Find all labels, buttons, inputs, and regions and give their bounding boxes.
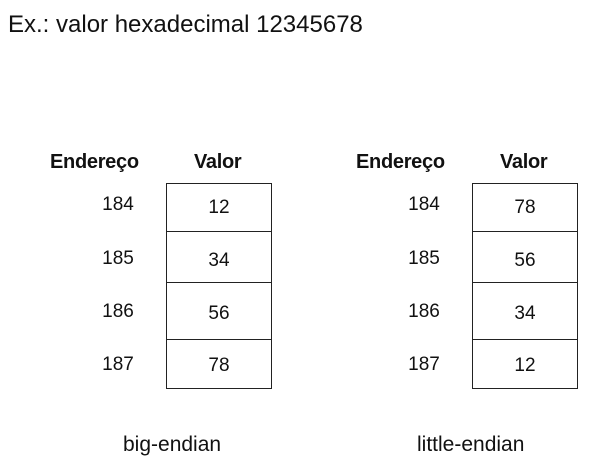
value-cell: 56 [514, 250, 536, 271]
address-cell: 184 [102, 194, 134, 215]
little-endian-caption: little-endian [417, 433, 525, 456]
value-cell: 56 [208, 303, 230, 324]
row-divider [473, 282, 577, 283]
value-cell: 78 [514, 197, 536, 218]
address-cell: 185 [102, 248, 134, 269]
value-cell: 78 [208, 355, 230, 376]
address-cell: 186 [102, 301, 134, 322]
row-divider [473, 339, 577, 340]
address-cell: 185 [408, 248, 440, 269]
row-divider [167, 339, 271, 340]
value-cell: 12 [514, 355, 536, 376]
page-title: Ex.: valor hexadecimal 12345678 [8, 11, 363, 38]
value-column-box: 78 56 34 12 [472, 183, 578, 389]
row-divider [167, 282, 271, 283]
little-endian-memory-table: Endereço Valor 184 185 186 187 78 56 34 … [354, 150, 594, 395]
big-endian-memory-table: Endereço Valor 184 185 186 187 12 34 56 … [48, 150, 288, 395]
big-endian-caption: big-endian [123, 433, 222, 456]
address-cell: 187 [408, 354, 440, 375]
address-cell: 184 [408, 194, 440, 215]
value-column-box: 12 34 56 78 [166, 183, 272, 389]
address-cell: 186 [408, 301, 440, 322]
value-cell: 34 [514, 303, 536, 324]
address-cell: 187 [102, 354, 134, 375]
value-column-header: Valor [500, 151, 548, 173]
row-divider [473, 231, 577, 232]
row-divider [167, 231, 271, 232]
value-column-header: Valor [194, 151, 242, 173]
value-cell: 12 [208, 197, 230, 218]
address-column-header: Endereço [50, 151, 139, 173]
address-column-header: Endereço [356, 151, 445, 173]
value-cell: 34 [208, 250, 230, 271]
